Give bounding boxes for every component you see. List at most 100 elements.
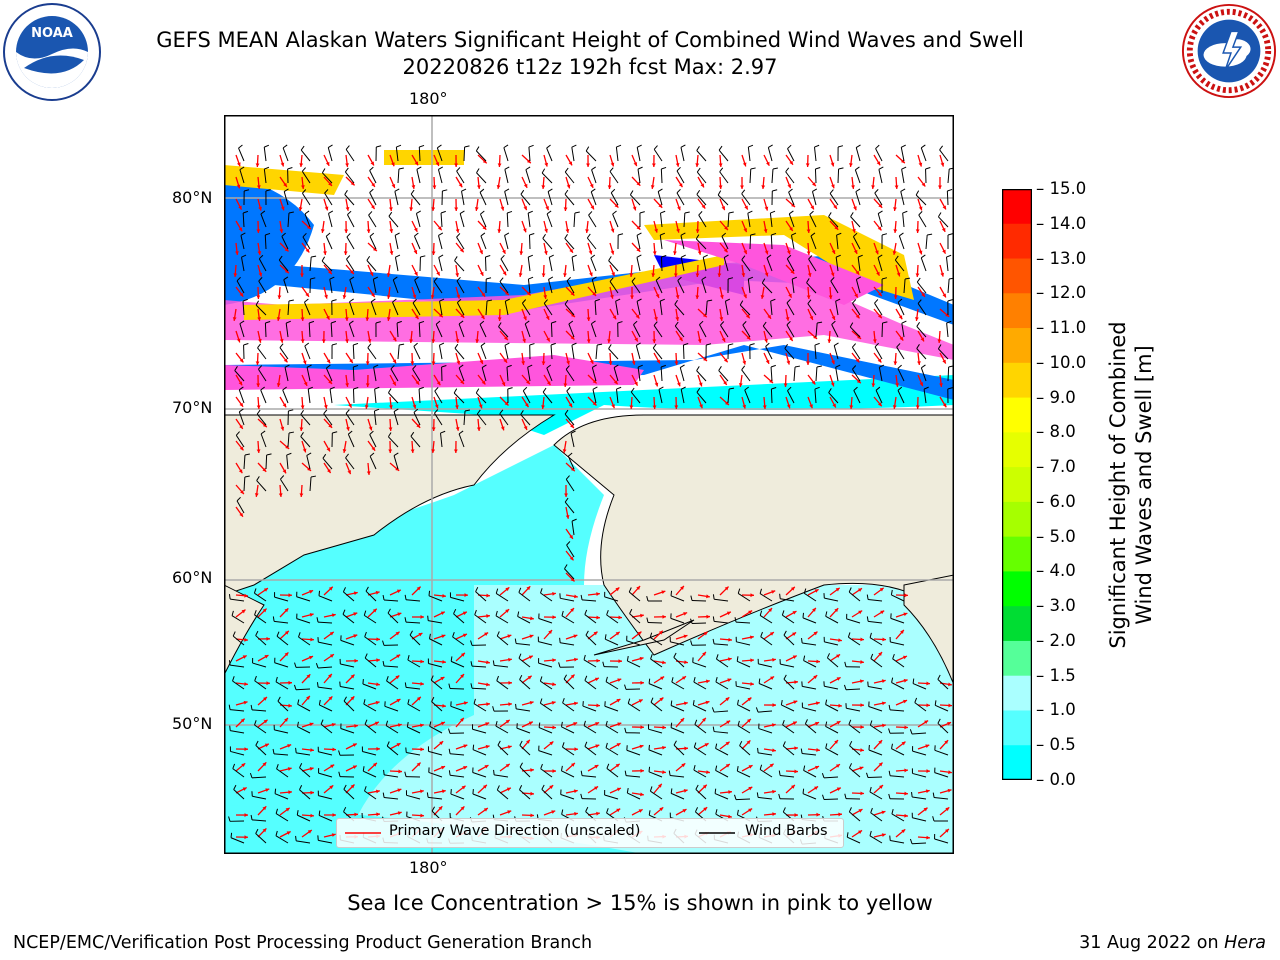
wind-barb-staff <box>693 704 707 712</box>
wind-barb-staff <box>397 168 400 184</box>
wind-barb-staff <box>749 234 752 250</box>
wave-arrowhead <box>703 807 708 811</box>
wind-barb-staff <box>239 169 245 184</box>
wave-arrowhead <box>919 382 924 387</box>
wind-barb-flag <box>770 298 776 302</box>
wind-barb-flag <box>283 188 289 192</box>
wind-barb-flag <box>519 762 523 768</box>
wave-arrowhead <box>298 207 303 211</box>
wind-barb-flag <box>661 166 667 170</box>
wind-barb-flag <box>649 632 653 638</box>
wave-arrowhead <box>629 273 634 277</box>
wind-barb-staff <box>343 788 355 800</box>
wind-barb-flag <box>475 586 479 592</box>
wave-arrowhead <box>675 162 680 167</box>
wind-barb-flag <box>814 386 820 390</box>
wave-arrowhead <box>419 723 424 728</box>
wave-arrowhead <box>432 185 437 189</box>
wave-arrowhead <box>284 269 289 274</box>
wave-arrowhead <box>772 748 776 753</box>
wind-barb-flag <box>299 785 303 790</box>
wind-barb-staff <box>506 212 509 228</box>
wind-barb-staff <box>835 257 839 272</box>
wave-arrowhead <box>566 184 571 189</box>
wave-arrowhead <box>568 403 573 408</box>
wave-arrowhead <box>655 293 660 298</box>
wind-barb-flag <box>848 763 853 769</box>
wave-arrowhead <box>328 586 333 591</box>
wind-barb-flag <box>869 720 873 726</box>
wind-barb-staff <box>524 323 531 338</box>
wind-barb-flag <box>560 721 563 727</box>
wave-arrowhead <box>276 383 281 387</box>
wind-barb-staff <box>810 235 817 250</box>
wind-barb-staff <box>868 686 883 690</box>
wave-arrowhead <box>395 631 400 636</box>
wind-barb-staff <box>912 817 927 822</box>
wind-barb-flag <box>947 233 953 236</box>
wind-barb-staff <box>412 302 421 316</box>
wind-barb-flag <box>280 475 285 480</box>
wave-arrowhead <box>420 681 424 686</box>
wave-arrowhead <box>461 785 466 790</box>
wind-barb-staff <box>920 257 927 272</box>
wind-barb-flag <box>803 588 807 594</box>
wave-arrowhead <box>456 360 461 365</box>
wind-barb-staff <box>793 367 796 382</box>
wave-arrowhead <box>918 162 923 167</box>
wind-barb-staff <box>636 235 641 250</box>
wave-arrowhead <box>652 339 657 343</box>
wind-barb-flag <box>772 189 778 192</box>
wind-barb-staff <box>450 774 465 778</box>
wind-barb-flag <box>331 299 337 302</box>
wind-barb-flag <box>318 590 321 596</box>
wind-barb-flag <box>441 365 447 368</box>
wave-arrowhead <box>678 183 683 188</box>
wind-barb-flag <box>750 167 756 170</box>
wind-barb-staff <box>472 728 487 734</box>
wind-barb-staff <box>412 368 421 382</box>
wind-barb-flag <box>427 615 429 621</box>
wind-barb-staff <box>287 300 290 316</box>
wave-arrowhead <box>505 763 510 768</box>
wind-barb-staff <box>306 367 311 382</box>
wave-arrowhead <box>681 676 686 680</box>
wave-arrowhead <box>948 682 952 687</box>
wind-barb-flag <box>673 740 677 746</box>
wave-arrowhead <box>673 251 677 255</box>
wind-barb-staff <box>516 708 531 712</box>
wind-barb-flag <box>830 277 835 282</box>
wave-arrowhead <box>569 534 573 539</box>
wind-barb-flag <box>750 233 756 236</box>
wind-barb-flag <box>897 386 903 391</box>
wind-barb-staff <box>938 348 949 360</box>
wave-arrowhead <box>640 725 644 730</box>
wave-arrowhead <box>586 163 590 167</box>
wind-barb-flag <box>851 343 857 348</box>
wind-barb-flag <box>838 167 844 170</box>
wind-barb-flag <box>583 720 586 726</box>
wind-barb-staff <box>582 775 597 778</box>
wave-arrowhead <box>632 206 637 211</box>
wind-barb-staff <box>362 750 377 756</box>
wind-barb-staff <box>263 147 267 162</box>
wind-barb-staff <box>916 348 927 360</box>
wave-arrowhead <box>236 184 241 189</box>
wave-arrowhead <box>365 383 370 387</box>
wind-barb-flag <box>242 298 248 302</box>
wind-barb-staff <box>890 775 905 778</box>
wave-arrowhead <box>924 720 929 725</box>
wind-barb-staff <box>608 348 619 360</box>
wind-barb-staff <box>647 621 663 624</box>
wave-arrowhead <box>571 762 575 767</box>
wave-legend-label: Primary Wave Direction (unscaled) <box>389 823 641 839</box>
wind-barb-flag <box>849 740 853 746</box>
wind-barb-staff <box>456 236 465 250</box>
wave-arrowhead <box>904 768 908 773</box>
wind-barb-flag <box>265 189 271 192</box>
wave-arrowhead <box>306 225 311 230</box>
wind-barb-staff <box>296 752 311 756</box>
wind-barb-staff <box>479 324 487 338</box>
wave-arrowhead <box>306 674 311 679</box>
wind-barb-staff <box>766 257 773 272</box>
